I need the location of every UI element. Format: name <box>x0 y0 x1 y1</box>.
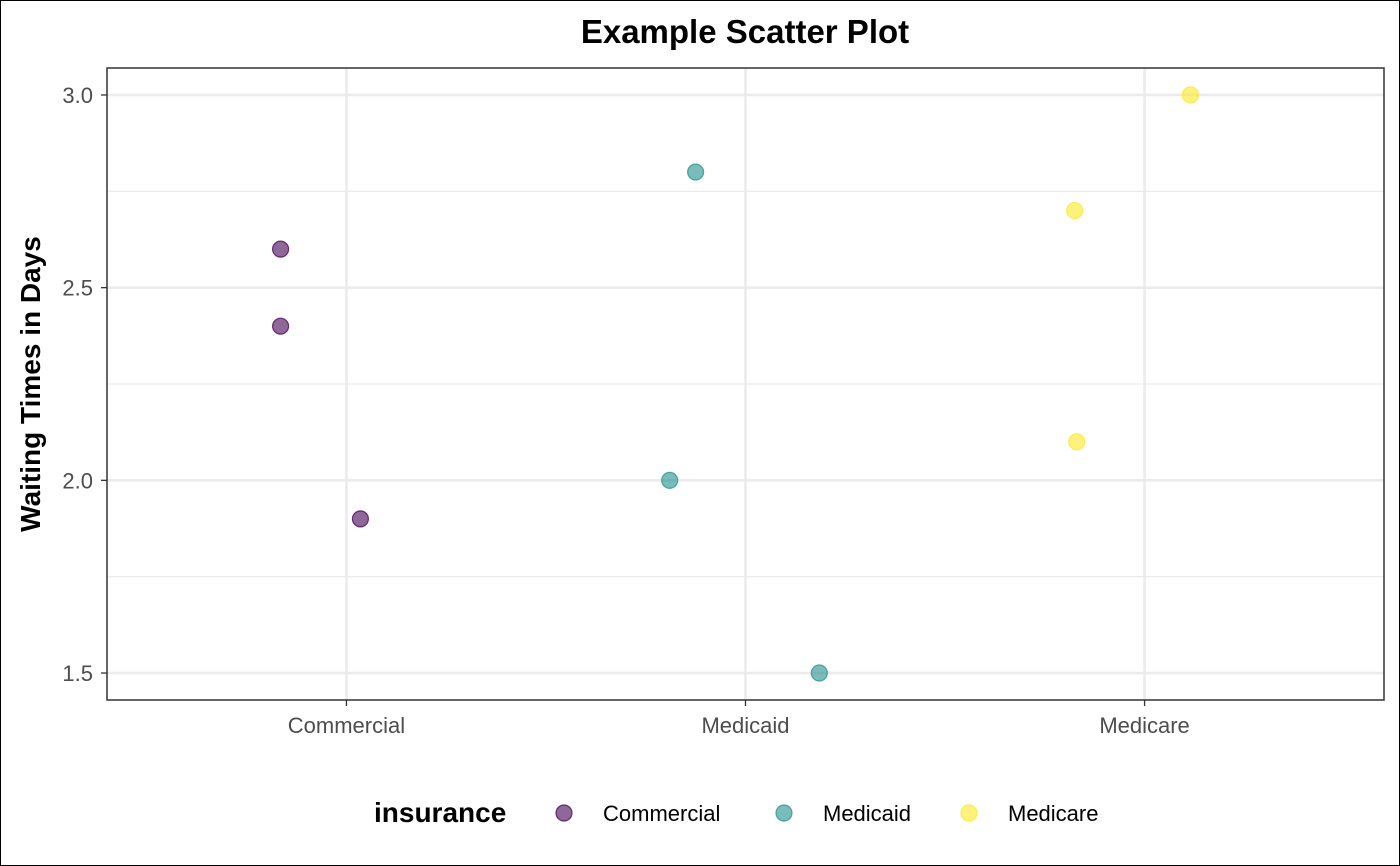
data-point <box>351 510 370 528</box>
data-point <box>1066 201 1084 220</box>
legend-key <box>960 804 978 822</box>
y-tick-label: 1.5 <box>62 661 93 686</box>
data-point <box>687 163 705 181</box>
x-tick-label: Medicare <box>1099 713 1189 738</box>
y-tick-label: 2.5 <box>62 276 93 301</box>
y-tick-label: 2.0 <box>62 468 93 493</box>
x-tick-label: Medicaid <box>701 713 789 738</box>
grid-layer <box>107 68 1384 700</box>
data-point <box>1068 433 1086 451</box>
x-axis-ticks: Commercial Medicaid Medicare <box>288 700 1190 738</box>
chart-title: Example Scatter Plot <box>581 13 909 50</box>
legend-title: insurance <box>374 797 506 828</box>
y-axis-title: Waiting Times in Days <box>15 236 46 532</box>
legend-label: Commercial <box>603 801 720 826</box>
y-tick-label: 3.0 <box>62 83 93 108</box>
legend: insurance Commercial Medicaid Medicare <box>374 797 1098 828</box>
data-point <box>810 664 828 682</box>
points-layer <box>271 86 1200 682</box>
y-axis-ticks: 1.5 2.0 2.5 3.0 <box>62 83 107 686</box>
x-tick-label: Commercial <box>288 713 405 738</box>
data-point <box>271 240 290 258</box>
legend-label: Medicaid <box>823 801 911 826</box>
data-point <box>271 317 290 335</box>
legend-key <box>775 804 793 822</box>
legend-key <box>555 804 573 822</box>
legend-label: Medicare <box>1008 801 1098 826</box>
data-point <box>661 471 679 489</box>
data-point <box>1181 86 1200 104</box>
